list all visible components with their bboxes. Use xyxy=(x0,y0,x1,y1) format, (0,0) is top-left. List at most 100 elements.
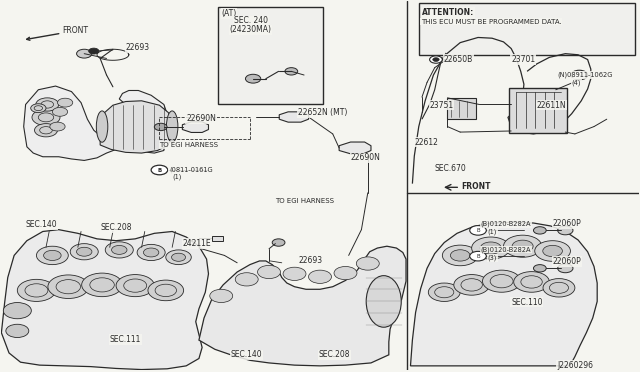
Circle shape xyxy=(334,266,357,280)
Circle shape xyxy=(283,267,306,280)
Text: SEC.111: SEC.111 xyxy=(109,335,141,344)
Text: 22690N: 22690N xyxy=(351,153,380,162)
Text: SEC.140: SEC.140 xyxy=(231,350,262,359)
Circle shape xyxy=(31,104,46,113)
Circle shape xyxy=(534,227,546,234)
Circle shape xyxy=(6,324,29,337)
Circle shape xyxy=(89,48,99,54)
Circle shape xyxy=(17,279,56,301)
Text: 22650B: 22650B xyxy=(444,55,473,64)
Circle shape xyxy=(148,280,184,301)
Circle shape xyxy=(257,265,280,279)
Circle shape xyxy=(480,242,501,254)
Circle shape xyxy=(172,253,186,261)
Circle shape xyxy=(285,68,298,75)
Circle shape xyxy=(535,241,570,261)
Circle shape xyxy=(143,248,159,257)
Circle shape xyxy=(557,264,573,273)
Polygon shape xyxy=(199,246,406,366)
Circle shape xyxy=(483,270,521,292)
Ellipse shape xyxy=(166,111,178,142)
Text: (24230MA): (24230MA) xyxy=(230,25,271,34)
Bar xyxy=(447,98,476,119)
Circle shape xyxy=(58,98,73,107)
Circle shape xyxy=(356,257,380,270)
Text: SEC. 240: SEC. 240 xyxy=(234,16,268,25)
Circle shape xyxy=(504,235,541,257)
Circle shape xyxy=(70,244,99,260)
Circle shape xyxy=(246,74,260,83)
Text: (1): (1) xyxy=(172,173,182,180)
Bar xyxy=(212,236,223,241)
Circle shape xyxy=(137,244,165,260)
Text: SEC.140: SEC.140 xyxy=(26,220,57,230)
Text: FRONT: FRONT xyxy=(461,182,491,191)
Text: 22612: 22612 xyxy=(414,138,438,147)
Text: B: B xyxy=(476,254,480,259)
Circle shape xyxy=(44,250,61,260)
Polygon shape xyxy=(339,142,371,154)
Circle shape xyxy=(116,275,154,296)
Text: 23751: 23751 xyxy=(429,101,454,110)
Text: (0811-0161G: (0811-0161G xyxy=(169,167,212,173)
Polygon shape xyxy=(24,86,167,160)
Text: 22060P: 22060P xyxy=(552,219,581,228)
Text: (3): (3) xyxy=(488,255,497,261)
Circle shape xyxy=(151,165,168,175)
Circle shape xyxy=(472,237,510,259)
Circle shape xyxy=(82,273,122,296)
Text: SEC.110: SEC.110 xyxy=(511,298,543,307)
Text: J2260296: J2260296 xyxy=(557,360,593,370)
Text: B: B xyxy=(476,228,480,233)
Text: 22652N (MT): 22652N (MT) xyxy=(298,108,347,117)
Circle shape xyxy=(272,239,285,246)
Circle shape xyxy=(454,275,490,295)
Text: 22690N: 22690N xyxy=(186,114,216,123)
Circle shape xyxy=(77,247,92,256)
Circle shape xyxy=(534,264,546,272)
Circle shape xyxy=(451,250,470,261)
Polygon shape xyxy=(279,112,308,122)
Polygon shape xyxy=(182,122,209,132)
Circle shape xyxy=(543,245,563,257)
Text: ATTENTION:: ATTENTION: xyxy=(422,8,474,17)
Text: (B)0120-B282A: (B)0120-B282A xyxy=(481,221,531,227)
Text: 22693: 22693 xyxy=(299,256,323,266)
Circle shape xyxy=(52,108,68,116)
Ellipse shape xyxy=(97,111,108,142)
Circle shape xyxy=(514,272,549,292)
Text: 24211E: 24211E xyxy=(183,239,212,248)
Text: THIS ECU MUST BE PROGRAMMED DATA.: THIS ECU MUST BE PROGRAMMED DATA. xyxy=(420,19,561,25)
Bar xyxy=(419,3,636,55)
Circle shape xyxy=(210,289,233,302)
Circle shape xyxy=(236,273,258,286)
Text: (N)08911-1062G: (N)08911-1062G xyxy=(557,72,612,78)
Circle shape xyxy=(77,49,92,58)
Text: (AT): (AT) xyxy=(221,9,237,18)
FancyBboxPatch shape xyxy=(509,87,567,133)
Text: B: B xyxy=(157,167,161,173)
Circle shape xyxy=(154,123,167,131)
Text: 22611N: 22611N xyxy=(537,101,566,110)
Ellipse shape xyxy=(366,276,401,327)
Text: 22060P: 22060P xyxy=(552,257,581,266)
Text: SEC.208: SEC.208 xyxy=(319,350,350,359)
Text: TO EGI HARNESS: TO EGI HARNESS xyxy=(275,198,334,204)
Circle shape xyxy=(470,251,486,261)
Circle shape xyxy=(428,283,460,301)
Circle shape xyxy=(166,250,191,264)
Text: (1): (1) xyxy=(488,229,497,235)
Text: (4): (4) xyxy=(572,79,581,86)
Polygon shape xyxy=(410,222,597,366)
Circle shape xyxy=(36,246,68,264)
Circle shape xyxy=(543,279,575,297)
Circle shape xyxy=(442,245,478,266)
Circle shape xyxy=(35,124,58,137)
Circle shape xyxy=(571,70,588,80)
Text: SEC.670: SEC.670 xyxy=(435,164,467,173)
Text: N: N xyxy=(577,73,581,77)
Text: TO EGI HARNESS: TO EGI HARNESS xyxy=(159,142,218,148)
Circle shape xyxy=(433,58,439,61)
Text: 22693: 22693 xyxy=(125,43,150,52)
Text: 23701: 23701 xyxy=(511,55,535,64)
